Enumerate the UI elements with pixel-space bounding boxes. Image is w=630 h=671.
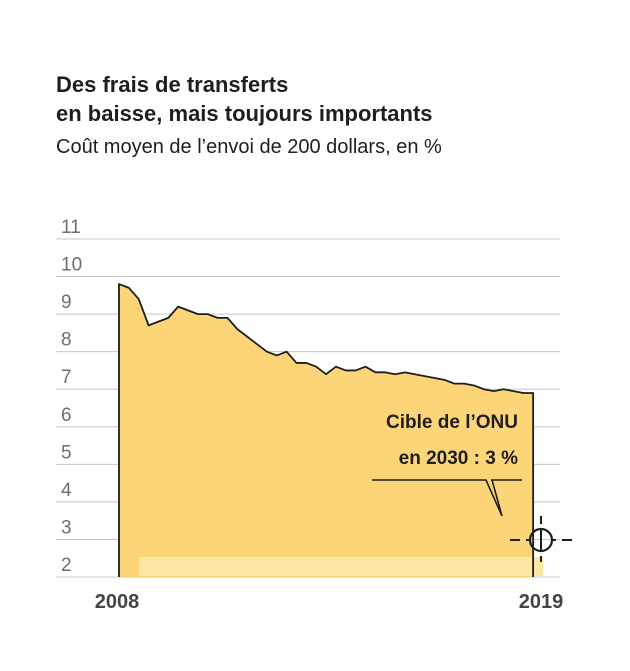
y-tick-label: 6 [61,405,72,426]
area-series [118,283,543,577]
y-tick-label: 5 [61,442,72,463]
target-crosshair-icon [510,516,572,562]
x-tick-label: 2008 [95,591,140,613]
y-tick-label: 9 [61,292,72,313]
y-tick-label: 11 [61,217,81,238]
y-tick-label: 10 [61,255,82,276]
chart-title: Des frais de transferts en baisse, mais … [56,70,576,128]
y-tick-label: 4 [61,480,72,501]
y-tick-label: 8 [61,330,72,351]
target-annotation: Cible de l’ONU en 2030 : 3 % [372,412,572,562]
area-inner-band [139,557,543,576]
y-axis-ticks: 2 3 4 5 6 7 8 9 10 11 [61,217,82,576]
annotation-line-1: Cible de l’ONU [386,412,518,433]
annotation-callout [372,479,522,517]
chart-title-line-1: Des frais de transferts [56,72,289,97]
area-fill [119,284,534,577]
x-axis-ticks: 2008 2019 [95,591,564,613]
chart-subtitle: Coût moyen de l’envoi de 200 dollars, en… [56,136,442,158]
y-tick-label: 2 [61,555,72,576]
y-tick-label: 7 [61,367,72,388]
chart-title-line-2: en baisse, mais toujours importants [56,101,433,126]
x-tick-label: 2019 [519,591,564,613]
y-tick-label: 3 [61,517,72,538]
annotation-line-2: en 2030 : 3 % [399,448,518,469]
